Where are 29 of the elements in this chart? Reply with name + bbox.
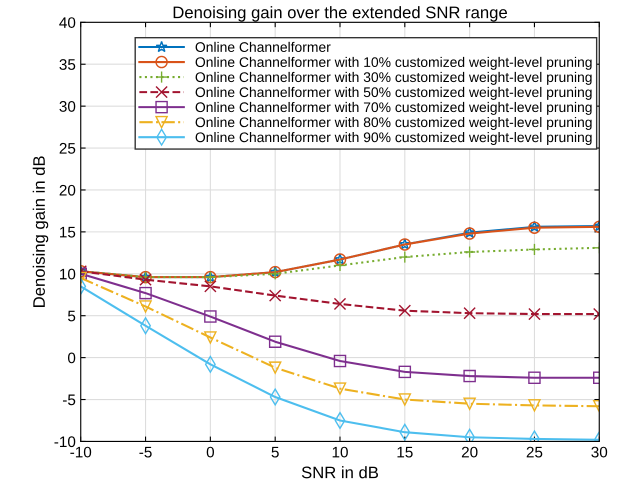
x-tick-label: 15 — [397, 446, 413, 458]
x-tick-label: 30 — [591, 446, 608, 458]
x-tick-label: 20 — [462, 446, 478, 458]
legend-label: Online Channelformer with 90% customized weight-level pruning — [196, 132, 592, 145]
y-tick-label: 15 — [60, 226, 76, 238]
chart-title: Denoising gain over the extended SNR range — [174, 6, 507, 22]
y-tick-label: 40 — [59, 17, 76, 28]
x-tick-label: 0 — [206, 446, 214, 458]
legend-label: Online Channelformer with 30% customized weight-level pruning — [196, 72, 592, 85]
y-tick-label: 0 — [68, 352, 76, 364]
legend-label: Online Channelformer — [196, 42, 331, 52]
x-tick-label: -5 — [139, 446, 152, 458]
y-tick-label: 10 — [60, 268, 76, 280]
y-tick-label: 35 — [59, 59, 76, 70]
y-tick-label: 30 — [59, 101, 76, 112]
legend-label: Online Channelformer with 50% customized weight-level pruning — [196, 86, 592, 100]
x-tick-label: 5 — [272, 446, 279, 458]
y-tick-label: 5 — [68, 310, 76, 322]
y-axis-title: Denoising gain in dB — [32, 156, 48, 307]
y-tick-label: -10 — [54, 436, 76, 448]
x-axis-title: SNR in dB — [302, 466, 378, 478]
y-tick-label: 25 — [60, 142, 76, 154]
legend-label: Online Channelformer with 70% customized weight-level pruning — [196, 102, 592, 115]
legend-label: Online Channelformer with 10% customized weight-level pruning — [196, 56, 592, 70]
y-tick-label: 20 — [60, 184, 76, 196]
legend-label: Online Channelformer with 80% customized weight-level pruning — [196, 116, 592, 130]
x-tick-label: 10 — [332, 446, 348, 458]
y-tick-label: -5 — [62, 394, 76, 406]
x-tick-label: 25 — [526, 446, 542, 458]
